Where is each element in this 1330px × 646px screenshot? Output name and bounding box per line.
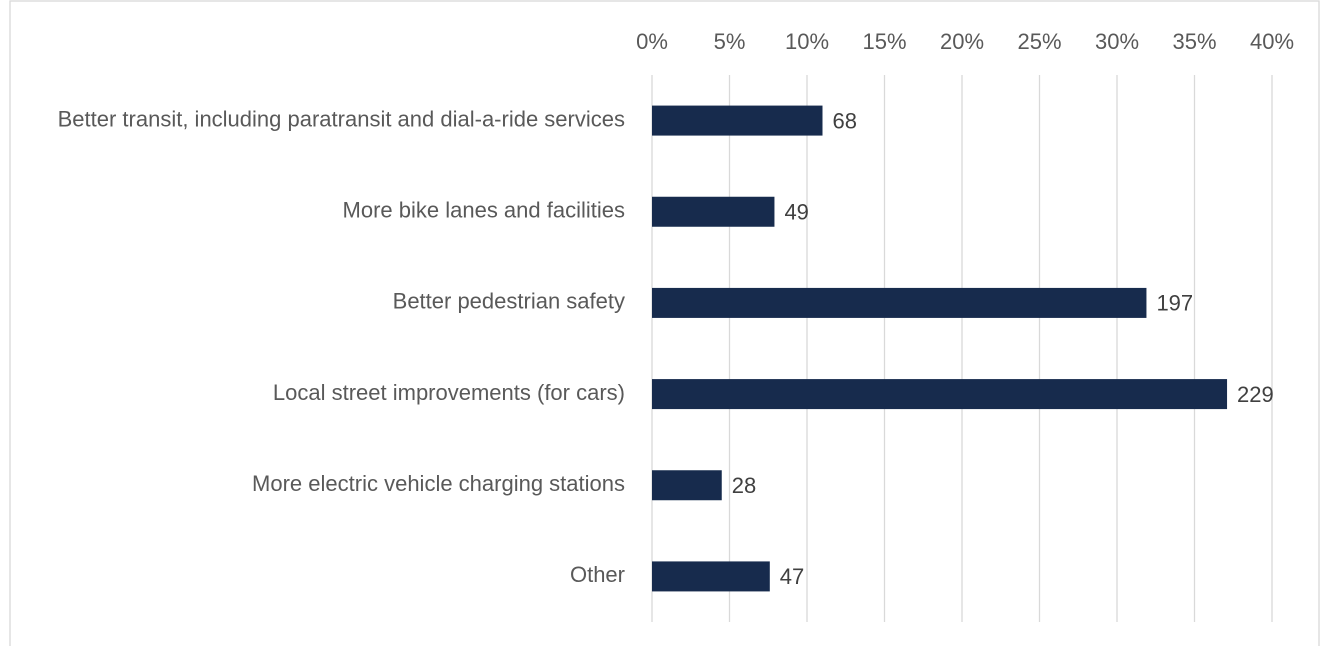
- chart-frame: [9, 0, 1320, 646]
- x-tick-label: 35%: [1172, 29, 1216, 54]
- data-label: 47: [780, 564, 804, 589]
- y-tick-label: More electric vehicle charging stations: [252, 471, 625, 496]
- data-label: 197: [1156, 291, 1193, 316]
- data-label: 229: [1237, 382, 1274, 407]
- x-tick-label: 15%: [862, 29, 906, 54]
- x-tick-label: 10%: [785, 29, 829, 54]
- bar: [652, 379, 1228, 410]
- x-tick-label: 30%: [1095, 29, 1139, 54]
- x-tick-label: 40%: [1250, 29, 1294, 54]
- x-tick-label: 25%: [1017, 29, 1061, 54]
- bar: [652, 105, 823, 136]
- y-tick-label: More bike lanes and facilities: [343, 198, 625, 223]
- data-label: 49: [784, 200, 808, 225]
- y-tick-label: Other: [570, 562, 625, 587]
- y-tick-label: Better transit, including paratransit an…: [58, 106, 625, 131]
- x-tick-label: 20%: [940, 29, 984, 54]
- x-tick-label: 5%: [714, 29, 746, 54]
- bar: [652, 287, 1147, 318]
- x-tick-label: 0%: [636, 29, 668, 54]
- bar: [652, 196, 775, 227]
- bar: [652, 561, 770, 592]
- y-tick-label: Better pedestrian safety: [393, 289, 625, 314]
- bar: [652, 470, 722, 501]
- data-label: 68: [833, 108, 857, 133]
- y-tick-label: Local street improvements (for cars): [273, 380, 625, 405]
- data-label: 28: [732, 473, 756, 498]
